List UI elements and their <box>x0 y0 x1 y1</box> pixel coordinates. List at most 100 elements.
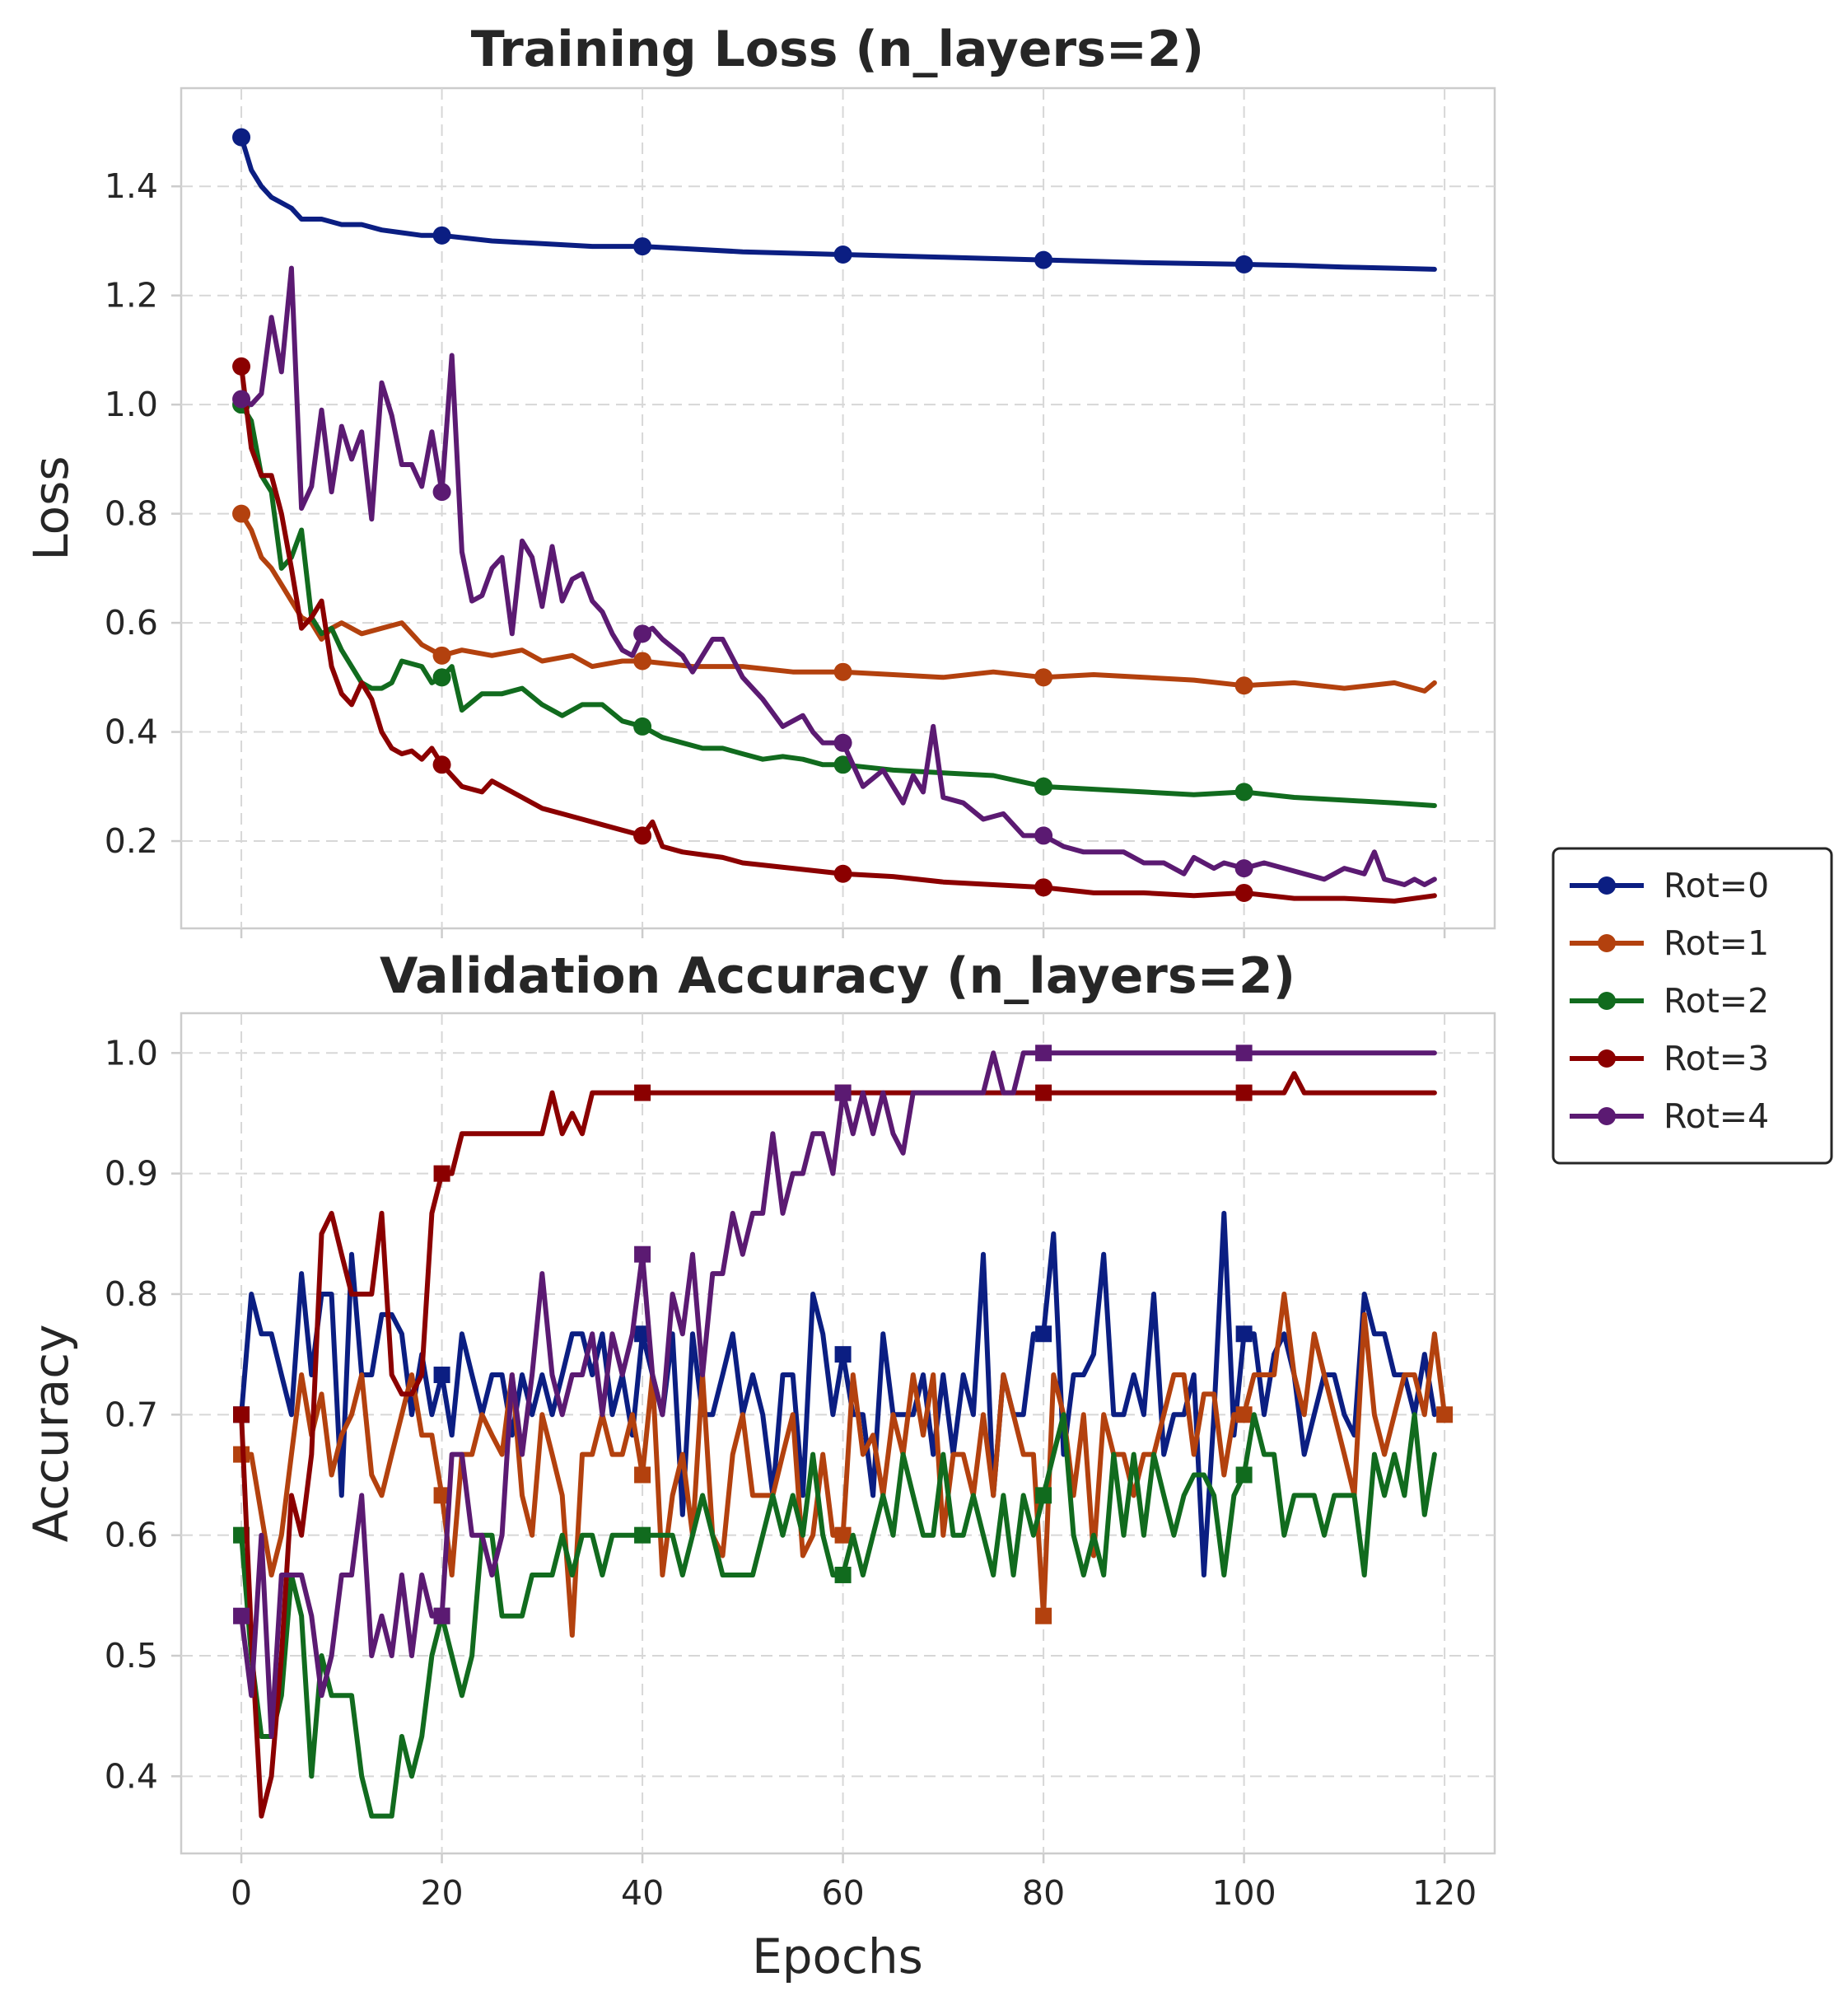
validation-accuracy-series <box>233 1045 1454 1819</box>
training-loss-y-tick-label: 1.0 <box>105 385 158 424</box>
training-loss-marker-rot-2 <box>1034 777 1053 796</box>
training-loss-y-tick-label: 0.8 <box>105 494 158 534</box>
training-loss-marker-rot-1 <box>633 652 652 671</box>
validation-accuracy-marker-rot-4 <box>634 1246 651 1263</box>
legend-box <box>1552 847 1833 1165</box>
validation-accuracy-y-tick-label: 0.4 <box>105 1756 158 1796</box>
legend-marker-rot-2 <box>1598 992 1616 1010</box>
training-loss-marker-rot-3 <box>833 864 852 883</box>
validation-accuracy-marker-rot-3 <box>433 1165 450 1182</box>
validation-accuracy-x-tick-label: 80 <box>1022 1873 1065 1913</box>
training-loss-y-tick-label: 1.4 <box>105 166 158 206</box>
training-loss-marker-rot-4 <box>1234 859 1253 878</box>
validation-accuracy-title: Validation Accuracy (n_layers=2) <box>380 947 1295 1005</box>
training-loss-marker-rot-2 <box>633 717 652 736</box>
validation-accuracy-grid <box>181 1013 1495 1853</box>
validation-accuracy-marker-rot-0 <box>433 1367 450 1384</box>
legend-marker-rot-3 <box>1598 1049 1616 1068</box>
validation-accuracy-x-tick-label: 20 <box>420 1873 463 1913</box>
validation-accuracy-x-axis-label: Epochs <box>752 1928 923 1984</box>
validation-accuracy-marker-rot-4 <box>433 1607 450 1624</box>
training-loss-marker-rot-0 <box>1034 250 1053 269</box>
validation-accuracy-marker-rot-3 <box>1035 1084 1052 1101</box>
training-loss-marker-rot-4 <box>1034 826 1053 845</box>
validation-accuracy-line-rot-3 <box>239 1071 1437 1819</box>
training-loss-marker-rot-4 <box>833 733 852 752</box>
training-loss-marker-rot-2 <box>1234 783 1253 802</box>
validation-accuracy-marker-rot-3 <box>1235 1084 1253 1101</box>
training-loss-series <box>232 128 1437 904</box>
training-loss-y-axis-label: Loss <box>23 456 79 560</box>
validation-accuracy-marker-rot-2 <box>634 1526 651 1544</box>
training-loss-marker-rot-0 <box>1234 255 1253 273</box>
training-loss-y-tick-label: 0.4 <box>105 713 158 752</box>
validation-accuracy-marker-rot-1 <box>634 1466 651 1484</box>
training-loss-marker-rot-3 <box>1034 878 1053 897</box>
training-loss-title: Training Loss (n_layers=2) <box>471 21 1204 78</box>
validation-accuracy-marker-rot-1 <box>834 1526 852 1544</box>
training-loss-marker-rot-3 <box>1234 883 1253 902</box>
training-loss-marker-rot-1 <box>1034 668 1053 687</box>
validation-accuracy-x-tick-label: 100 <box>1211 1873 1276 1913</box>
validation-accuracy-marker-rot-4 <box>834 1084 852 1101</box>
training-loss-line-rot-4 <box>239 265 1437 887</box>
legend-label-rot-1: Rot=1 <box>1664 923 1769 963</box>
training-loss-marker-rot-0 <box>432 226 451 245</box>
validation-accuracy-x-tick-label: 60 <box>822 1873 865 1913</box>
training-loss-y-tick-label: 0.2 <box>105 821 158 861</box>
validation-accuracy-marker-rot-1 <box>1436 1406 1454 1423</box>
legend-label-rot-4: Rot=4 <box>1664 1096 1769 1136</box>
validation-accuracy-y-tick-label: 1.0 <box>105 1033 158 1073</box>
validation-accuracy-marker-rot-0 <box>1035 1325 1052 1343</box>
validation-accuracy-y-tick-label: 0.6 <box>105 1516 158 1555</box>
validation-accuracy-marker-rot-4 <box>233 1607 250 1624</box>
training-loss-marker-rot-4 <box>633 624 652 643</box>
validation-accuracy-plot-area <box>180 1012 1496 1855</box>
validation-accuracy-marker-rot-2 <box>1235 1466 1253 1484</box>
legend-marker-rot-0 <box>1598 876 1616 895</box>
training-loss-ticks: 0.2 0.4 0.6 0.8 1.0 1.2 1.4 <box>105 166 1446 938</box>
validation-accuracy-marker-rot-3 <box>634 1084 651 1101</box>
validation-accuracy-marker-rot-2 <box>1035 1487 1052 1504</box>
validation-accuracy-marker-rot-1 <box>1235 1406 1253 1423</box>
training-loss-marker-rot-0 <box>833 245 852 264</box>
validation-accuracy-marker-rot-1 <box>433 1487 450 1504</box>
validation-accuracy-x-tick-label: 0 <box>231 1873 252 1913</box>
training-loss-marker-rot-2 <box>432 668 451 687</box>
training-loss-grid <box>181 88 1495 928</box>
legend: Rot=0 Rot=1 Rot=2 Rot=3 Rot=4 <box>1552 847 1833 1165</box>
training-loss-marker-rot-1 <box>432 646 451 665</box>
validation-accuracy-y-axis-label: Accuracy <box>23 1325 79 1543</box>
training-loss-marker-rot-4 <box>432 483 451 502</box>
training-loss-marker-rot-0 <box>633 237 652 256</box>
validation-accuracy-marker-rot-0 <box>1235 1325 1253 1343</box>
legend-label-rot-2: Rot=2 <box>1664 981 1769 1021</box>
legend-label-rot-3: Rot=3 <box>1664 1039 1769 1078</box>
training-loss-y-tick-label: 1.2 <box>105 276 158 315</box>
training-loss-marker-rot-3 <box>633 826 652 845</box>
training-loss-panel: 0.2 0.4 0.6 0.8 1.0 1.2 1.4 Training Loss (n_l… <box>23 21 1496 938</box>
validation-accuracy-marker-rot-4 <box>1235 1045 1253 1062</box>
training-loss-marker-rot-1 <box>1234 676 1253 695</box>
validation-accuracy-panel: 0 20 40 60 80 100 120 0.4 0.5 0.6 0.7 0.8 0.9 1.0 Val… <box>23 947 1496 1984</box>
training-loss-line-rot-3 <box>239 363 1437 904</box>
training-loss-marker-rot-1 <box>833 662 852 681</box>
training-loss-y-tick-label: 0.6 <box>105 603 158 643</box>
training-loss-plot-area <box>180 86 1496 930</box>
validation-accuracy-y-tick-label: 0.7 <box>105 1395 158 1434</box>
legend-marker-rot-1 <box>1598 934 1616 952</box>
validation-accuracy-marker-rot-0 <box>834 1346 852 1363</box>
validation-accuracy-marker-rot-2 <box>834 1566 852 1583</box>
validation-accuracy-marker-rot-4 <box>1035 1045 1052 1062</box>
training-loss-line-rot-0 <box>239 134 1437 272</box>
validation-accuracy-y-tick-label: 0.5 <box>105 1636 158 1676</box>
training-loss-marker-rot-3 <box>432 755 451 774</box>
legend-label-rot-0: Rot=0 <box>1664 866 1769 905</box>
training-loss-marker-rot-0 <box>232 128 251 147</box>
validation-accuracy-marker-rot-1 <box>1035 1607 1052 1624</box>
training-loss-marker-rot-3 <box>232 357 251 376</box>
validation-accuracy-marker-rot-3 <box>233 1406 250 1423</box>
validation-accuracy-ticks: 0 20 40 60 80 100 120 0.4 0.5 0.6 0.7 0.8 0.9 1.0 <box>105 1033 1477 1913</box>
validation-accuracy-y-tick-label: 0.9 <box>105 1154 158 1194</box>
